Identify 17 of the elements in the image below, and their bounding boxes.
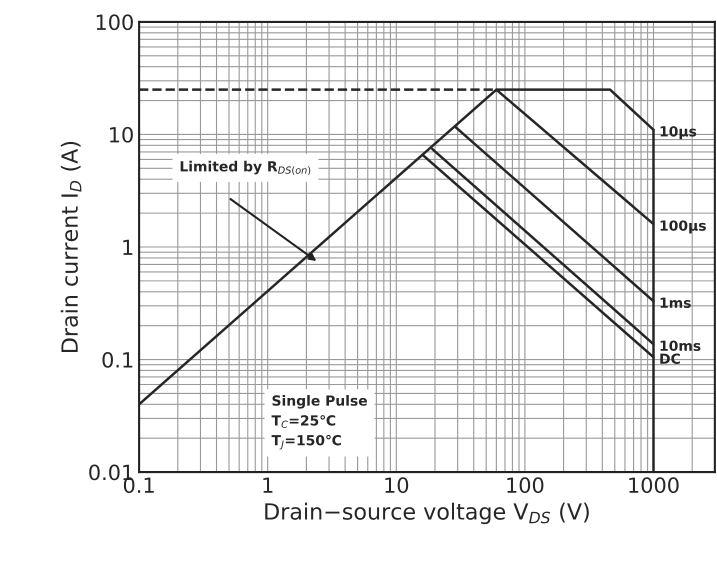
x-tick-label: 1000 — [629, 477, 679, 494]
x-tick-label: 100 — [507, 477, 544, 494]
y-tick-label: 0.1 — [102, 352, 132, 368]
series-label: 10µs — [660, 126, 696, 140]
series-label: 1ms — [660, 298, 691, 308]
series-label: 100µs — [660, 220, 706, 234]
series-label: 10ms — [660, 340, 700, 351]
y-axis-title: Drain current I$_{D}$ (A) — [60, 142, 82, 352]
y-tick-label: 10 — [110, 126, 133, 143]
x-tick-label: 1 — [263, 478, 272, 493]
y-tick-label: 100 — [96, 14, 133, 30]
series-label: DC — [660, 353, 680, 364]
annotation: Single Pulse T$_{C}$=25℃ T$_{J}$=150℃ — [272, 395, 367, 450]
x-tick-label: 10 — [385, 477, 408, 494]
y-tick-label: 1 — [123, 240, 132, 255]
annotation: Limited by R$_{DS(on)}$ — [180, 160, 310, 175]
x-axis-title: Drain−source voltage V$_{DS}$ (V) — [265, 502, 589, 524]
